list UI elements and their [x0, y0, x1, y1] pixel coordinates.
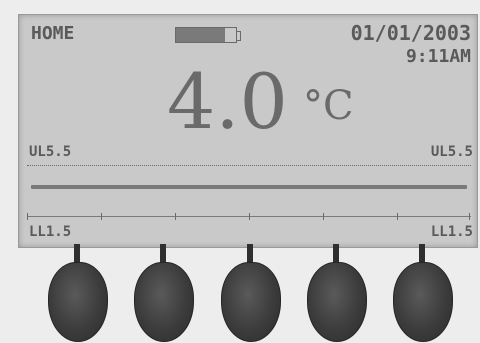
softkey-2-button[interactable] [134, 262, 194, 342]
axis-tick [27, 213, 28, 220]
upper-limit-line [27, 165, 471, 166]
temperature-reading: 4.0 [167, 57, 288, 146]
softkey-4-button[interactable] [307, 262, 367, 342]
softkey-3-button[interactable] [221, 262, 281, 342]
battery-level-fill [176, 28, 226, 42]
time-display: 9:11AM [405, 46, 471, 67]
softkey-stem [419, 244, 425, 266]
mode-label: HOME [31, 23, 75, 44]
softkey-1-button[interactable] [48, 262, 108, 342]
axis-tick [397, 213, 398, 220]
battery-tip [237, 31, 241, 41]
softkey-stem [74, 244, 80, 266]
axis-tick [469, 213, 470, 220]
upper-limit-label-right: UL5.5 [430, 144, 473, 160]
axis-tick [101, 213, 102, 220]
temperature-unit: °C [303, 83, 354, 129]
axis-tick [175, 213, 176, 220]
softkey-stem [333, 244, 339, 266]
date-display: 01/01/2003 [350, 21, 471, 45]
lower-limit-label-left: LL1.5 [29, 224, 72, 240]
temperature-trend-line [31, 185, 467, 189]
softkey-stem [160, 244, 166, 266]
upper-limit-label-left: UL5.5 [29, 144, 72, 160]
softkey-5-button[interactable] [393, 262, 453, 342]
lcd-screen: HOME 01/01/2003 9:11AM 4.0 °C UL5.5 UL5.… [18, 14, 478, 248]
battery-icon [175, 27, 241, 43]
axis-tick [323, 213, 324, 220]
lower-limit-label-right: LL1.5 [430, 224, 473, 240]
softkey-stem [247, 244, 253, 266]
axis-tick [249, 213, 250, 220]
